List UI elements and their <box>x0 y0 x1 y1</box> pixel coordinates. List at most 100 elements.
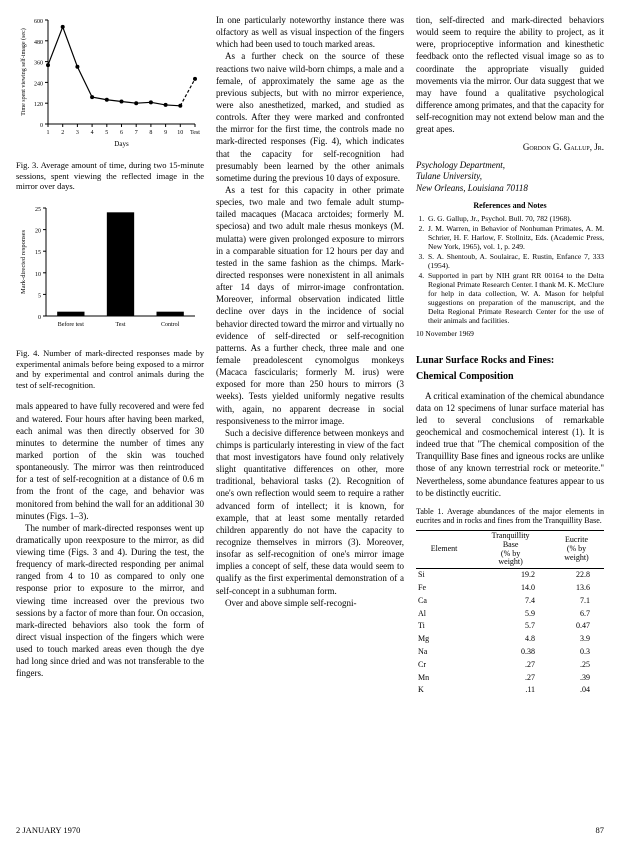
table-cell: .39 <box>549 672 604 685</box>
table-row: Ti5.70.47 <box>416 620 604 633</box>
table-cell: Na <box>416 646 472 659</box>
figure-4-chart: 0510152025Mark-directed responsesBefore … <box>16 202 201 342</box>
body-paragraph: Such a decisive difference between monke… <box>216 427 404 597</box>
table-cell: Cr <box>416 659 472 672</box>
svg-text:10: 10 <box>35 272 41 278</box>
table-cell: 5.7 <box>472 620 549 633</box>
table-cell: Mn <box>416 672 472 685</box>
figure-3: 012024036048060012345678910TestDaysTime … <box>16 14 204 154</box>
table-cell: 7.1 <box>549 595 604 608</box>
table-row: Ca7.47.1 <box>416 595 604 608</box>
article-2-title-line-1: Lunar Surface Rocks and Fines: <box>416 354 604 368</box>
svg-text:4: 4 <box>91 130 94 136</box>
svg-text:5: 5 <box>105 130 108 136</box>
body-paragraph: tion, self-directed and mark-directed be… <box>416 14 604 135</box>
table-col-header: Element <box>416 530 472 568</box>
footer-page-number: 87 <box>596 825 605 836</box>
table-cell: Ca <box>416 595 472 608</box>
table-cell: Fe <box>416 582 472 595</box>
svg-text:0: 0 <box>38 315 41 321</box>
table-cell: 6.7 <box>549 608 604 621</box>
references-list: G. G. Gallup, Jr., Psychol. Bull. 70, 78… <box>416 214 604 325</box>
references-heading: References and Notes <box>416 201 604 212</box>
svg-text:Before test: Before test <box>58 321 84 328</box>
table-cell: Ti <box>416 620 472 633</box>
figure-4-caption: Fig. 4. Number of mark-directed response… <box>16 348 204 391</box>
table-cell: Si <box>416 569 472 582</box>
svg-text:25: 25 <box>35 207 41 213</box>
table-1: Element TranquillityBase(% byweight) Euc… <box>416 530 604 697</box>
svg-text:Control: Control <box>161 322 180 328</box>
table-col-header: Eucrite(% byweight) <box>549 530 604 568</box>
figure-3-caption: Fig. 3. Average amount of time, during t… <box>16 160 204 192</box>
table-cell: Mg <box>416 633 472 646</box>
body-paragraph: Over and above simple self-recogni- <box>216 597 404 609</box>
svg-text:360: 360 <box>34 61 43 67</box>
reference-date: 10 November 1969 <box>416 329 604 339</box>
svg-text:1: 1 <box>47 130 50 136</box>
body-paragraph: In one particularly noteworthy instance … <box>216 14 404 50</box>
svg-text:Test: Test <box>190 130 200 136</box>
figure-3-chart: 012024036048060012345678910TestDaysTime … <box>16 14 201 154</box>
footer-date: 2 JANUARY 1970 <box>16 825 80 836</box>
svg-text:9: 9 <box>164 130 167 136</box>
table-row: Si19.222.8 <box>416 569 604 582</box>
body-paragraph: As a test for this capacity in other pri… <box>216 184 404 427</box>
svg-text:240: 240 <box>34 81 43 87</box>
svg-text:600: 600 <box>34 19 43 25</box>
svg-text:Mark-directed responses: Mark-directed responses <box>20 229 27 294</box>
affiliation: Psychology Department, Tulane University… <box>416 160 604 195</box>
reference-item: S. A. Shentoub, A. Soulairac, E. Rustin,… <box>426 252 604 270</box>
body-paragraph: mals appeared to have fully recovered an… <box>16 400 204 521</box>
table-row: Cr.27.25 <box>416 659 604 672</box>
body-paragraph: The number of mark-directed responses we… <box>16 522 204 680</box>
table-cell: .27 <box>472 672 549 685</box>
svg-text:3: 3 <box>76 130 79 136</box>
column-3: tion, self-directed and mark-directed be… <box>416 14 604 697</box>
table-cell: 0.3 <box>549 646 604 659</box>
table-cell: K <box>416 684 472 697</box>
svg-text:480: 480 <box>34 40 43 46</box>
reference-item: Supported in part by NIH grant RR 00164 … <box>426 271 604 325</box>
table-row: Mn.27.39 <box>416 672 604 685</box>
table-row: K.11.04 <box>416 684 604 697</box>
column-2: In one particularly noteworthy instance … <box>216 14 404 697</box>
svg-text:6: 6 <box>120 130 123 136</box>
svg-text:2: 2 <box>61 130 64 136</box>
table-cell: .27 <box>472 659 549 672</box>
figure-4: 0510152025Mark-directed responsesBefore … <box>16 202 204 342</box>
table-cell: .04 <box>549 684 604 697</box>
table-row: Mg4.83.9 <box>416 633 604 646</box>
table-cell: .11 <box>472 684 549 697</box>
table-cell: 0.47 <box>549 620 604 633</box>
table-cell: .25 <box>549 659 604 672</box>
table-cell: 14.0 <box>472 582 549 595</box>
svg-text:20: 20 <box>35 228 41 234</box>
svg-text:Days: Days <box>114 140 129 148</box>
svg-text:Test: Test <box>116 322 126 328</box>
article-2-paragraph: A critical examination of the chemical a… <box>416 390 604 499</box>
table-row: Al5.96.7 <box>416 608 604 621</box>
table-cell: 22.8 <box>549 569 604 582</box>
table-row: Fe14.013.6 <box>416 582 604 595</box>
table-cell: 7.4 <box>472 595 549 608</box>
svg-text:120: 120 <box>34 102 43 108</box>
page-columns: 012024036048060012345678910TestDaysTime … <box>16 14 604 697</box>
table-cell: 0.38 <box>472 646 549 659</box>
body-paragraph: As a further check on the source of thes… <box>216 50 404 184</box>
table-cell: 13.6 <box>549 582 604 595</box>
table-col-header: TranquillityBase(% byweight) <box>472 530 549 568</box>
reference-item: G. G. Gallup, Jr., Psychol. Bull. 70, 78… <box>426 214 604 223</box>
table-cell: Al <box>416 608 472 621</box>
table-cell: 19.2 <box>472 569 549 582</box>
article-2-title-line-2: Chemical Composition <box>416 370 604 384</box>
column-1: 012024036048060012345678910TestDaysTime … <box>16 14 204 697</box>
svg-text:5: 5 <box>38 293 41 299</box>
table-1-caption: Table 1. Average abundances of the major… <box>416 507 604 526</box>
svg-text:10: 10 <box>177 130 183 136</box>
table-cell: 5.9 <box>472 608 549 621</box>
table-cell: 4.8 <box>472 633 549 646</box>
svg-text:7: 7 <box>135 130 138 136</box>
page-footer: 2 JANUARY 1970 87 <box>16 825 604 836</box>
svg-text:0: 0 <box>40 123 43 129</box>
